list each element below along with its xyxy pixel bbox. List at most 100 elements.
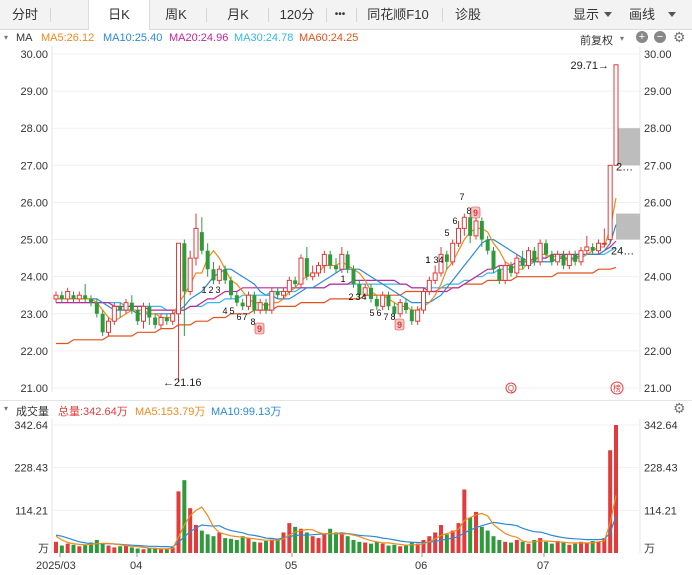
candle-body [123, 302, 129, 311]
candle-body [286, 279, 292, 293]
td-count-label: 5 [229, 306, 234, 316]
td-nine-label: 9 [257, 324, 262, 334]
volume-bar [357, 541, 362, 553]
candle-body [479, 221, 484, 240]
tab-monthly-k[interactable]: 月K [227, 7, 249, 22]
tab-intraday[interactable]: 分时 [11, 7, 38, 22]
ma20-label: MA20:24.96 [169, 32, 229, 44]
volume-bar [252, 541, 257, 553]
volume-bar [54, 541, 58, 553]
volume-bar [322, 534, 327, 553]
tab-f10[interactable]: 同花顺F10 [367, 7, 429, 22]
candle-body [584, 246, 590, 252]
candle-body [497, 269, 502, 281]
candle-body [246, 294, 251, 307]
candle-body [170, 313, 176, 322]
price-tick-right: 30.00 [644, 49, 672, 61]
price-tick-left: 25.00 [20, 235, 48, 247]
zoom-in-icon[interactable]: + [636, 31, 648, 43]
volume-bar [164, 548, 169, 553]
candle-body [334, 265, 338, 270]
volume-tick-left: 228.43 [14, 463, 48, 475]
drawing-dropdown-icon [668, 12, 676, 17]
volume-unit-right: 万 [644, 543, 655, 555]
candle-body [596, 242, 601, 252]
volume-bar [176, 491, 181, 553]
last-close-annotation: 2… [616, 161, 633, 173]
price-tick-left: 24.00 [20, 272, 48, 284]
volume-bar [532, 539, 537, 553]
candle-body [345, 254, 350, 270]
settings-gear-icon[interactable]: ⚙ [673, 29, 686, 45]
volume-bar [427, 536, 432, 553]
indicator-name[interactable]: MA [16, 32, 33, 44]
tab-diagnose[interactable]: 诊股 [454, 7, 481, 22]
volume-unit-left: 万 [38, 543, 49, 555]
volume-bar [415, 543, 420, 553]
candle-body [147, 306, 152, 318]
volume-bar [293, 526, 298, 553]
drawing-tools-button[interactable]: 画线 [628, 7, 655, 22]
candle-body [520, 258, 525, 266]
price-tick-left: 22.00 [20, 346, 48, 358]
volume-bar [549, 543, 554, 553]
candle-body [223, 269, 228, 281]
ma-legend-row: ▾ MA MA5:26.12 MA10:25.40 MA20:24.96 MA3… [0, 29, 692, 47]
volume-bar [77, 546, 82, 553]
volume-bar [561, 542, 566, 553]
volume-bar [579, 541, 583, 553]
candle-body [514, 257, 520, 274]
candle-body [176, 242, 181, 315]
volume-bar [485, 530, 490, 553]
volume-bar [211, 536, 216, 553]
candle-body [293, 280, 298, 285]
volume-bar [269, 539, 274, 553]
collapse-indicator-icon[interactable]: ▾ [4, 33, 9, 42]
volume-settings-gear-icon[interactable]: ⚙ [673, 400, 686, 416]
collapse-volume-icon[interactable]: ▾ [4, 404, 9, 413]
volume-bar [112, 547, 117, 553]
candle-body [456, 227, 461, 244]
volume-bar [141, 549, 146, 553]
volume-bar [199, 530, 204, 553]
td-nine-label: 9 [473, 208, 478, 218]
tab-separator [268, 8, 269, 22]
candle-body [310, 272, 316, 278]
tab-120min[interactable]: 120分 [279, 7, 315, 22]
ma10-label: MA10:25.40 [103, 32, 163, 44]
volume-bar [404, 545, 408, 553]
td-count-label: 1 [425, 255, 430, 265]
volume-legend-row: ▾ 成交量 总量:342.64万 MA5:153.79万 MA10:99.13万… [0, 400, 692, 418]
candle-body [234, 295, 239, 303]
volume-bar [71, 544, 76, 553]
month-label: 06 [415, 560, 427, 572]
adjust-mode[interactable]: 前复权 [580, 35, 613, 47]
candle-body [415, 309, 421, 322]
volume-bar [89, 542, 93, 553]
tab-weekly-k[interactable]: 周K [165, 7, 187, 22]
td-count-label: 8 [250, 317, 255, 327]
price-tick-left: 30.00 [20, 49, 48, 61]
volume-indicator-name[interactable]: 成交量 [16, 406, 49, 418]
zoom-out-icon[interactable]: − [654, 31, 666, 43]
month-label: 2025/03 [36, 560, 76, 572]
volume-bar [444, 534, 449, 553]
candle-body [485, 239, 490, 251]
volume-bar [555, 541, 560, 553]
more-periods-button[interactable]: ••• [334, 9, 346, 20]
candle-body [199, 232, 204, 251]
price-tick-left: 21.00 [20, 383, 48, 395]
ma60-label: MA60:24.25 [299, 32, 359, 44]
last-low-annotation: 24… [611, 246, 634, 258]
price-tick-left: 26.00 [20, 197, 48, 209]
display-menu[interactable]: 显示 [572, 7, 599, 22]
candle-body [269, 291, 275, 311]
volume-bar [514, 539, 519, 553]
volume-bar [83, 544, 88, 553]
tab-daily-k[interactable]: 日K [88, 0, 150, 30]
volume-bar [433, 532, 438, 553]
volume-bar [386, 545, 391, 553]
tab-separator [50, 8, 51, 22]
volume-bar [94, 539, 99, 553]
